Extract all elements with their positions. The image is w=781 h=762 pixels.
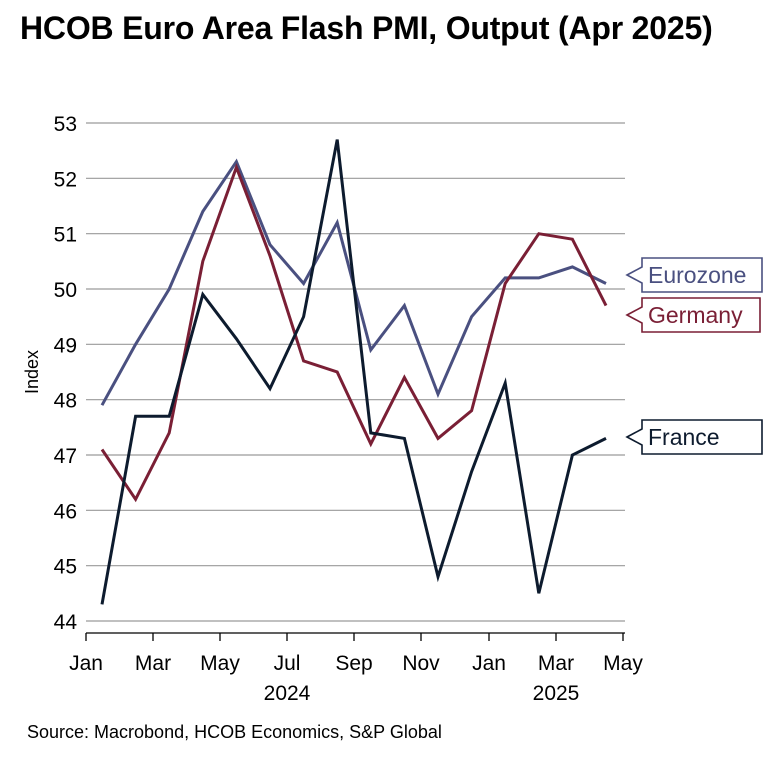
series-tag-eurozone: [625, 257, 763, 293]
y-tick-label: 49: [54, 334, 77, 357]
y-tick-label: 50: [54, 279, 77, 302]
y-tick-label: 46: [54, 500, 77, 523]
series-lines: [100, 139, 608, 605]
y-tick-label: 47: [54, 445, 77, 468]
y-axis-title: Index: [22, 350, 42, 394]
series-line-germany: [100, 162, 608, 503]
x-tick-label: Sep: [335, 652, 372, 675]
y-tick-label: 44: [54, 611, 78, 634]
x-tick-label: Nov: [402, 652, 440, 675]
x-tick-label: May: [603, 652, 643, 675]
y-tick-label: 53: [54, 113, 77, 136]
x-tick-label: Jan: [69, 652, 103, 675]
chart-title: HCOB Euro Area Flash PMI, Output (Apr 20…: [20, 10, 713, 46]
series-line-france: [100, 139, 607, 605]
series-tag-france: [625, 419, 763, 455]
x-tick-label: May: [200, 652, 240, 675]
y-tick-label: 48: [54, 390, 77, 413]
y-axis: 44 45 46 47 48 49 50 51 52 53: [54, 113, 78, 634]
x-tick-label: Jul: [274, 652, 301, 675]
series-tag-label: France: [648, 424, 720, 450]
series-tags: Eurozone Germany France: [625, 257, 763, 455]
source-note: Source: Macrobond, HCOB Economics, S&P G…: [27, 722, 442, 742]
x-tick-label: Jan: [472, 652, 506, 675]
y-tick-label: 45: [54, 556, 77, 579]
series-tag-label: Eurozone: [648, 262, 746, 288]
y-tick-label: 51: [54, 224, 77, 247]
x-year-label: 2025: [533, 682, 580, 705]
y-tick-label: 52: [54, 168, 77, 191]
series-tag-germany: [625, 297, 761, 333]
x-tick-label: Mar: [538, 652, 574, 675]
x-axis: Jan Mar May Jul Sep Nov Jan Mar May 2024 2025: [69, 632, 643, 705]
gridlines: [86, 122, 625, 622]
x-tick-label: Mar: [135, 652, 171, 675]
x-year-label: 2024: [264, 682, 311, 705]
series-tag-label: Germany: [648, 302, 743, 328]
